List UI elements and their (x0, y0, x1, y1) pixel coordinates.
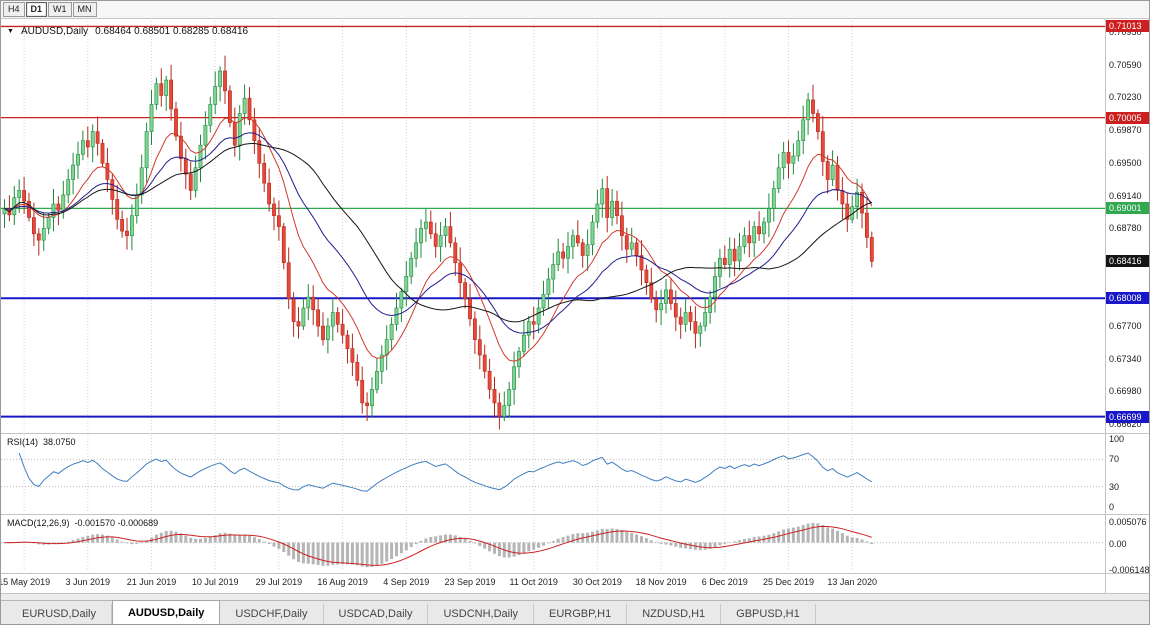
timeframe-button-h4[interactable]: H4 (3, 2, 25, 17)
macd-name: MACD(12,26,9) (7, 518, 70, 528)
tab-audusd-daily[interactable]: AUDUSD,Daily (111, 600, 221, 624)
chart-title: ▼ AUDUSD,Daily 0.68464 0.68501 0.68285 0… (7, 26, 248, 37)
tab-gbpusd-h1[interactable]: GBPUSD,H1 (721, 604, 816, 624)
timeframe-toolbar: H4 D1 W1 MN (1, 1, 1149, 19)
panel-separator[interactable] (1, 433, 1149, 434)
tab-usdcnh-daily[interactable]: USDCNH,Daily (428, 604, 535, 624)
macd-values: -0.001570 -0.000689 (74, 518, 159, 528)
window-gap (1, 594, 1149, 600)
panel-separator[interactable] (1, 514, 1149, 515)
timeframe-button-w1[interactable]: W1 (48, 2, 72, 17)
timeframe-button-d1[interactable]: D1 (25, 2, 48, 17)
chart-symbol-label: AUDUSD,Daily (20, 26, 89, 37)
tab-usdchf-daily[interactable]: USDCHF,Daily (220, 604, 324, 624)
timeframe-buttons-group: H4 D1 W1 MN (3, 2, 97, 17)
chart-dropdown-icon[interactable]: ▼ (7, 28, 14, 35)
timeframe-button-mn[interactable]: MN (72, 2, 97, 17)
tab-eurgbp-h1[interactable]: EURGBP,H1 (534, 604, 628, 624)
chart-bottom-border (1, 593, 1149, 594)
rsi-name: RSI(14) (7, 437, 39, 447)
tab-usdcad-daily[interactable]: USDCAD,Daily (323, 604, 429, 624)
tab-nzdusd-h1[interactable]: NZDUSD,H1 (627, 604, 722, 624)
chart-ohlc-values: 0.68464 0.68501 0.68285 0.68416 (95, 26, 249, 37)
rsi-value: 38.0750 (43, 437, 76, 447)
panel-separator (1, 573, 1149, 574)
symbol-tab-bar: EURUSD,Daily AUDUSD,Daily USDCHF,Daily USDC… (1, 600, 1149, 624)
rsi-label: RSI(14) 38.0750 (7, 437, 81, 447)
price-axis-border (1105, 18, 1106, 593)
tab-eurusd-daily[interactable]: EURUSD,Daily (7, 604, 112, 624)
symbol-tabs-group: EURUSD,Daily AUDUSD,Daily USDCHF,Daily USDC… (7, 600, 816, 624)
macd-label: MACD(12,26,9) -0.001570 -0.000689 (7, 518, 163, 528)
